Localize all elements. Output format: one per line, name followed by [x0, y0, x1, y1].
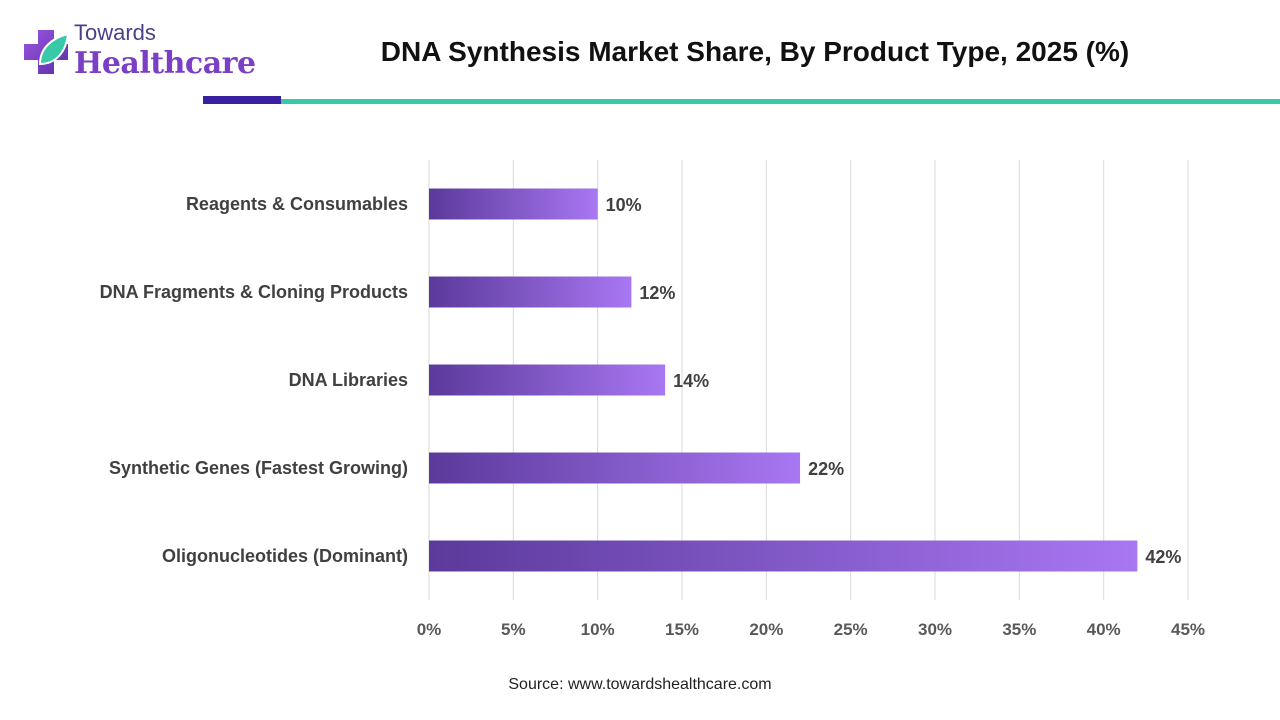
- bar: [429, 276, 632, 308]
- x-tick-label: 30%: [918, 620, 952, 639]
- category-label: Synthetic Genes (Fastest Growing): [109, 458, 408, 478]
- x-tick-label: 20%: [749, 620, 783, 639]
- data-label: 22%: [808, 459, 844, 479]
- x-tick-label: 40%: [1087, 620, 1121, 639]
- bars: [429, 188, 1138, 572]
- labels: 0% 5% 10% 15% 20% 25% 30% 35% 40% 45% Reagents & C…: [100, 194, 1205, 639]
- x-tick-label: 35%: [1002, 620, 1036, 639]
- source-note: Source: www.towardshealthcare.com: [508, 676, 772, 693]
- brand-logo: Towards Healthcare: [18, 20, 258, 84]
- x-tick-label: 25%: [834, 620, 868, 639]
- x-tick-label: 10%: [581, 620, 615, 639]
- header-divider: [281, 99, 1280, 104]
- data-label: 12%: [639, 283, 675, 303]
- brand-name-line1: Towards: [74, 20, 156, 45]
- x-tick-label: 5%: [501, 620, 526, 639]
- data-label: 42%: [1145, 547, 1181, 567]
- bar: [429, 540, 1138, 572]
- category-label: DNA Libraries: [289, 370, 408, 390]
- bar: [429, 364, 666, 396]
- data-label: 10%: [606, 195, 642, 215]
- data-label: 14%: [673, 371, 709, 391]
- chart-title: DNA Synthesis Market Share, By Product T…: [380, 36, 1130, 67]
- category-label: DNA Fragments & Cloning Products: [100, 282, 408, 302]
- category-label: Oligonucleotides (Dominant): [162, 546, 408, 566]
- x-tick-label: 0%: [417, 620, 442, 639]
- x-tick-label: 45%: [1171, 620, 1205, 639]
- brand-name-line2: Healthcare: [74, 46, 256, 81]
- medical-cross-leaf-icon: [24, 30, 70, 74]
- bar: [429, 452, 801, 484]
- bar: [429, 188, 598, 220]
- x-tick-label: 15%: [665, 620, 699, 639]
- header-accent-bar: [203, 96, 281, 104]
- category-label: Reagents & Consumables: [186, 194, 408, 214]
